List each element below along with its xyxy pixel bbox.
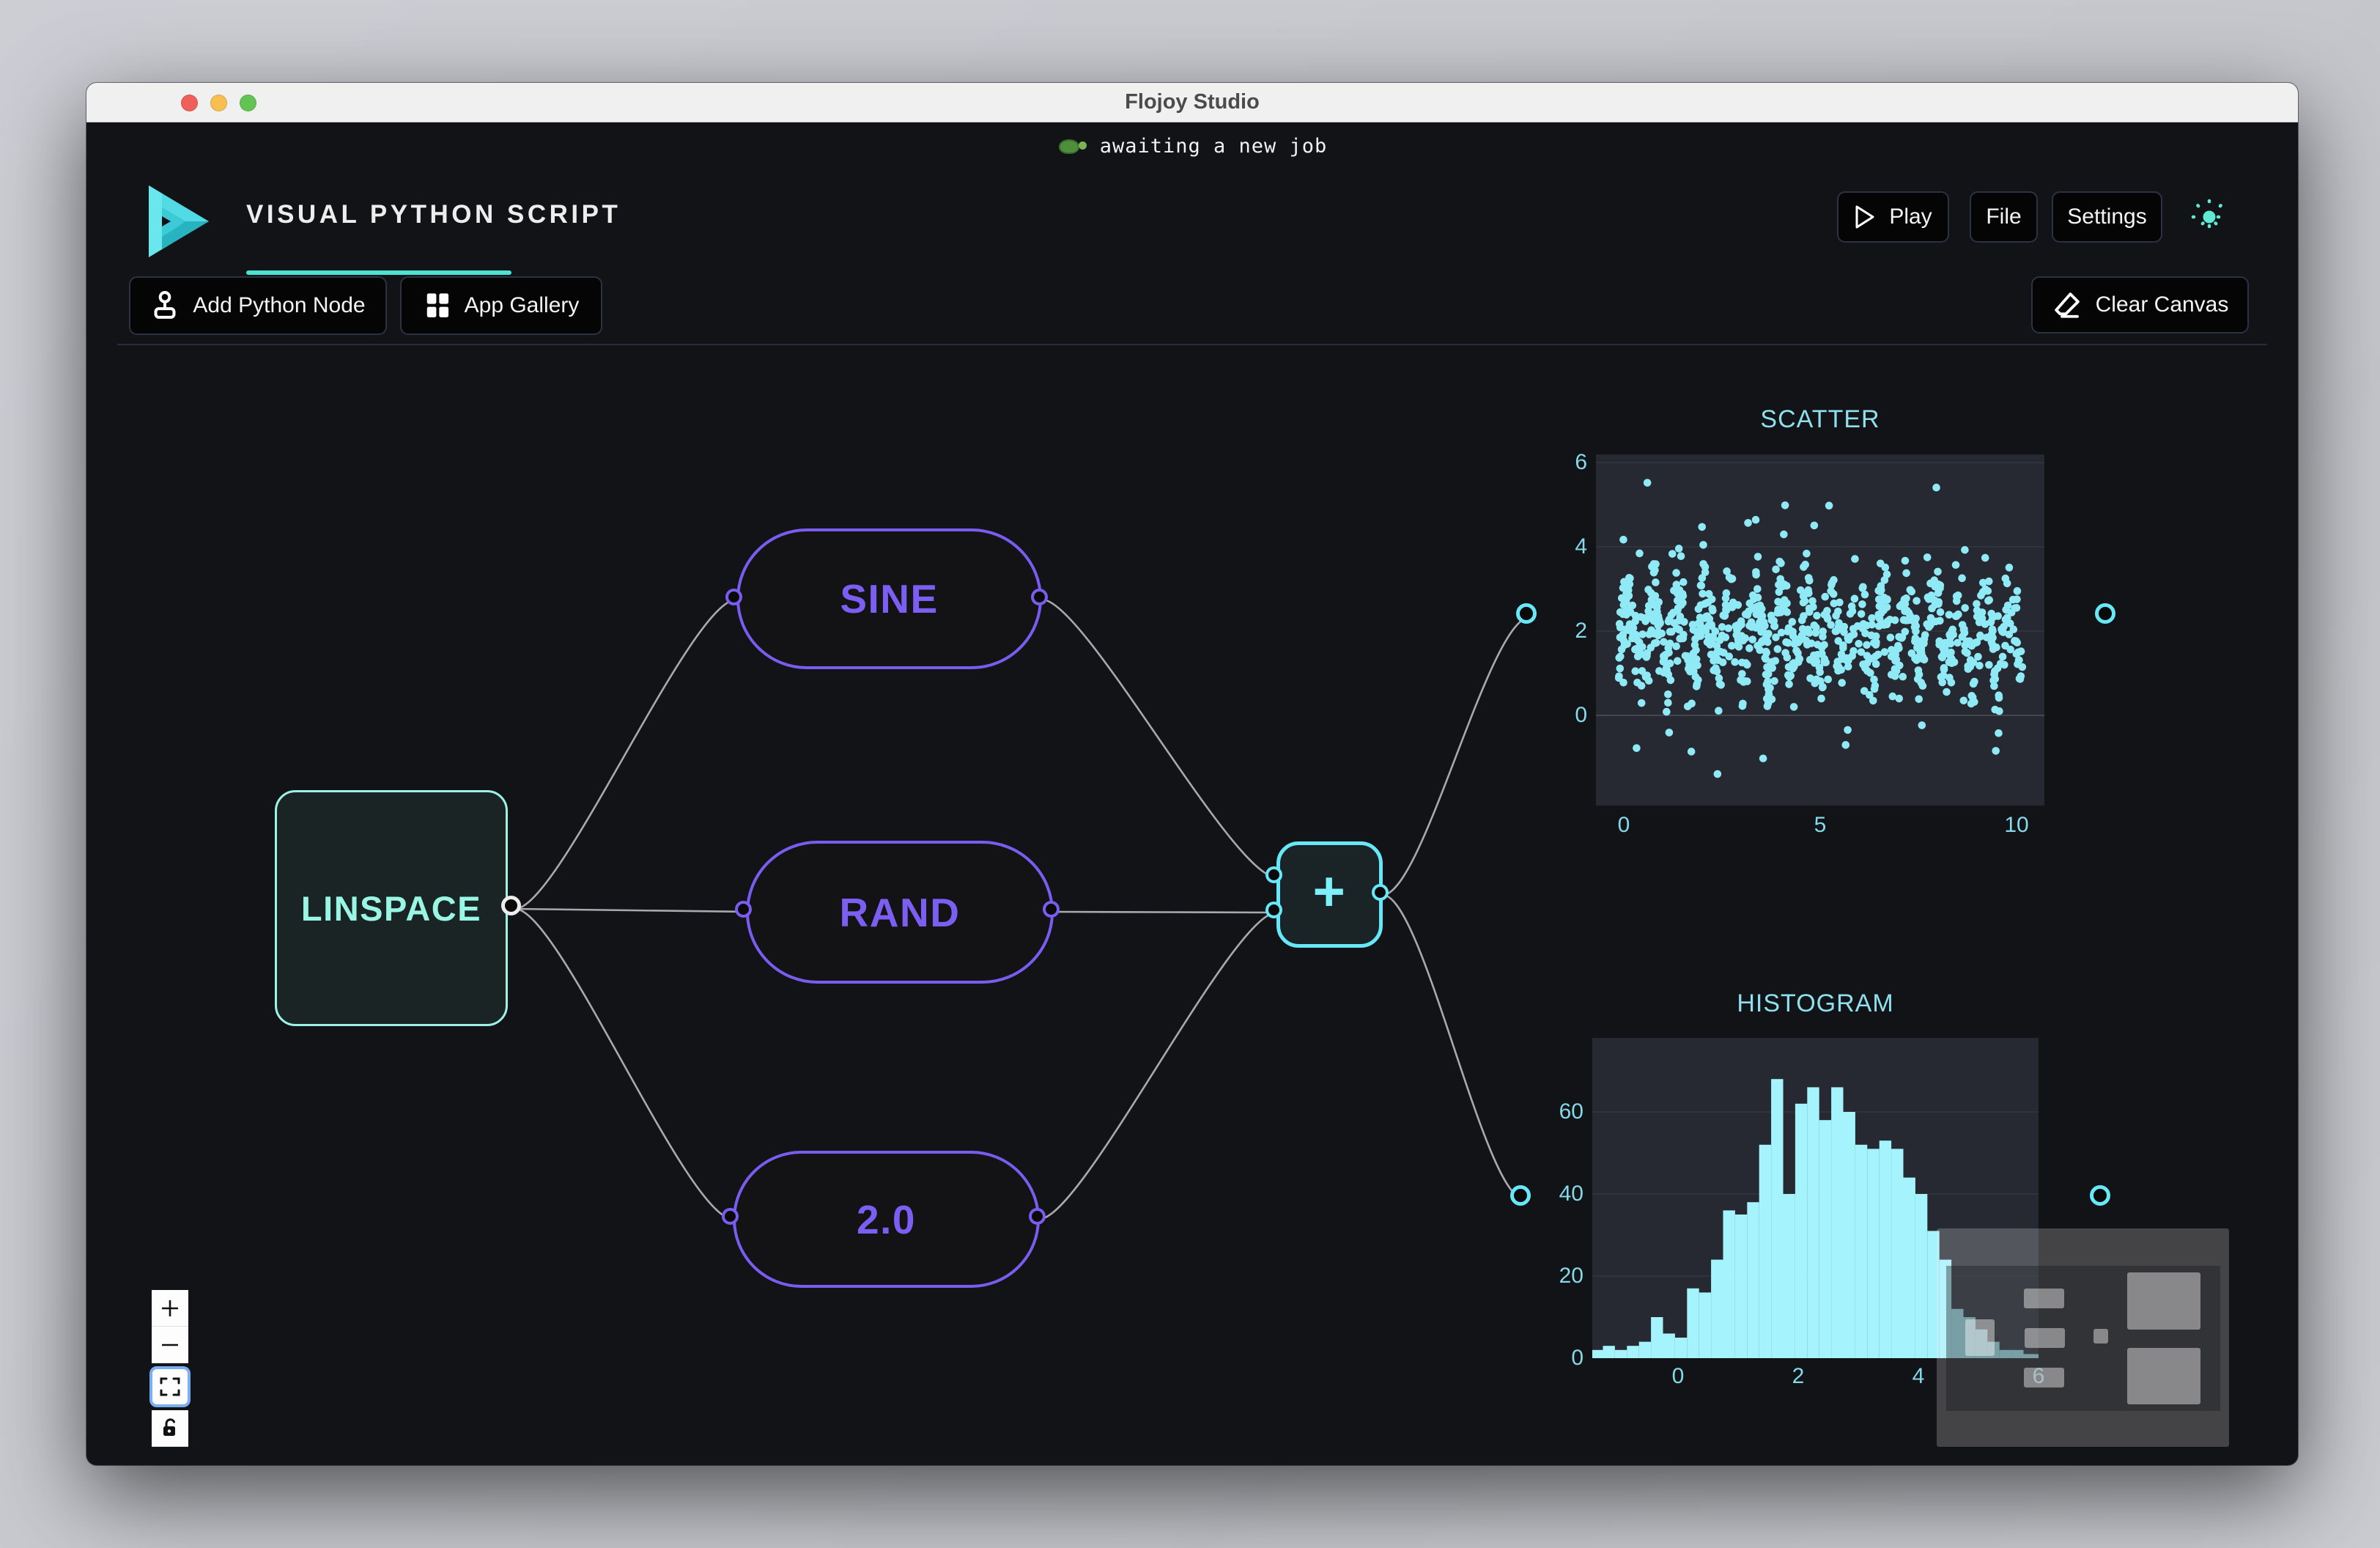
app-window: Flojoy Studio awaiting a new job VISUAL …: [86, 83, 2298, 1465]
minimap-viewport: [1946, 1266, 2220, 1411]
file-button[interactable]: File: [1970, 191, 2038, 243]
handle-scatter-in[interactable]: [1516, 603, 1537, 624]
turtle-emoji: [1057, 135, 1088, 157]
histogram-canvas: [1592, 1038, 2039, 1358]
grid-icon: [426, 293, 448, 317]
handle-add-in-2[interactable]: [1265, 902, 1282, 918]
histogram-title: HISTOGRAM: [1737, 989, 1894, 1017]
add-python-node-label: Add Python Node: [193, 293, 366, 317]
fullscreen-window-button[interactable]: [240, 95, 256, 111]
zoom-in-button[interactable]: [152, 1290, 188, 1327]
histogram-ytick-20: 20: [1559, 1264, 1583, 1288]
histogram-ytick-0: 0: [1571, 1346, 1583, 1370]
minimap-node-histogram: [2127, 1348, 2200, 1404]
eraser-icon: [2054, 292, 2080, 318]
add-python-node-button[interactable]: Add Python Node: [129, 276, 387, 335]
handle-constant-in[interactable]: [722, 1208, 739, 1225]
handle-add-in-1[interactable]: [1265, 866, 1282, 883]
scatter-ytick-4: 4: [1575, 534, 1587, 559]
play-icon: [1855, 205, 1874, 229]
minimap-node-sine: [2024, 1289, 2064, 1308]
minimap[interactable]: [1937, 1228, 2229, 1447]
zoom-out-button[interactable]: [152, 1327, 188, 1363]
app-gallery-label: App Gallery: [464, 293, 580, 317]
handle-histogram-in[interactable]: [1510, 1185, 1531, 1206]
histogram-xtick-0: 0: [1671, 1364, 1685, 1388]
file-button-label: File: [1986, 204, 2022, 229]
scatter-xtick-0: 0: [1617, 813, 1630, 837]
scatter-xtick-5: 5: [1814, 813, 1827, 837]
minimap-node-constant: [2024, 1368, 2064, 1387]
clear-canvas-button[interactable]: Clear Canvas: [2031, 276, 2249, 333]
flojoy-logo: [149, 185, 209, 257]
scatter-ytick-0: 0: [1575, 703, 1587, 727]
minimap-node-add: [2093, 1329, 2108, 1344]
node-rand[interactable]: RAND: [746, 841, 1054, 984]
minimap-node-rand: [2025, 1328, 2065, 1348]
histogram-plot-node[interactable]: HISTOGRAM 60 40 20 0 0 2 4 6: [1541, 989, 2069, 1415]
histogram-xtick-4: 4: [1912, 1364, 1925, 1388]
sun-icon: [2191, 199, 2228, 235]
node-add[interactable]: +: [1276, 841, 1383, 948]
histogram-ytick-40: 40: [1559, 1182, 1583, 1206]
scatter-ytick-2: 2: [1575, 619, 1587, 643]
window-title: Flojoy Studio: [1125, 90, 1260, 114]
flow-edges: [514, 598, 1531, 1220]
settings-button-label: Settings: [2067, 204, 2147, 229]
handle-scatter-out[interactable]: [2095, 603, 2115, 624]
histogram-xtick-2: 2: [1792, 1364, 1805, 1388]
scatter-title: SCATTER: [1760, 405, 1880, 433]
python-node-icon: [154, 291, 176, 319]
histogram-xtick-6: 6: [2032, 1364, 2045, 1388]
toolbar-divider: [117, 344, 2267, 345]
theme-toggle-button[interactable]: [2188, 196, 2231, 238]
page-title: VISUAL PYTHON SCRIPT: [246, 200, 621, 229]
lock-icon: [163, 1418, 175, 1436]
handle-add-out[interactable]: [1372, 884, 1389, 901]
minimap-node-linspace: [1965, 1319, 1995, 1356]
scatter-ytick-6: 6: [1575, 450, 1587, 474]
job-status-text: awaiting a new job: [1099, 134, 1328, 158]
node-rand-label: RAND: [839, 889, 961, 935]
handle-histogram-out[interactable]: [2090, 1185, 2110, 1206]
clear-canvas-label: Clear Canvas: [2095, 292, 2229, 317]
histogram-ytick-60: 60: [1559, 1099, 1583, 1124]
node-linspace[interactable]: LINSPACE: [275, 790, 508, 1026]
fit-view-icon: [160, 1377, 180, 1396]
node-constant-2.0[interactable]: 2.0: [733, 1151, 1040, 1288]
window-titlebar[interactable]: Flojoy Studio: [86, 83, 2298, 122]
page-title-underline: [246, 270, 511, 275]
node-constant-label: 2.0: [857, 1196, 916, 1242]
minimize-window-button[interactable]: [210, 95, 227, 111]
node-sine[interactable]: SINE: [736, 528, 1042, 669]
node-linspace-label: LINSPACE: [300, 888, 482, 928]
job-status-bar: awaiting a new job: [86, 122, 2298, 169]
settings-button[interactable]: Settings: [2052, 191, 2162, 243]
close-window-button[interactable]: [181, 95, 198, 111]
lock-button[interactable]: [152, 1410, 188, 1447]
app-gallery-button[interactable]: App Gallery: [400, 276, 602, 335]
handle-rand-out[interactable]: [1043, 901, 1060, 918]
minimap-node-scatter: [2127, 1272, 2200, 1330]
handle-sine-out[interactable]: [1031, 589, 1048, 605]
handle-linspace-out[interactable]: [501, 896, 521, 915]
fit-view-button[interactable]: [149, 1366, 191, 1407]
scatter-xtick-10: 10: [2004, 813, 2029, 837]
scatter-plot-node[interactable]: SCATTER 6 4 2 0 0 5 10: [1545, 405, 2072, 845]
play-button[interactable]: Play: [1837, 191, 1949, 243]
scatter-canvas: [1596, 454, 2044, 806]
handle-rand-in[interactable]: [735, 901, 752, 918]
play-button-label: Play: [1889, 204, 1932, 229]
node-sine-label: SINE: [840, 576, 939, 622]
canvas-controls: [149, 1290, 191, 1447]
node-add-label: +: [1312, 860, 1347, 923]
handle-constant-out[interactable]: [1029, 1208, 1046, 1225]
handle-sine-in[interactable]: [725, 589, 742, 605]
